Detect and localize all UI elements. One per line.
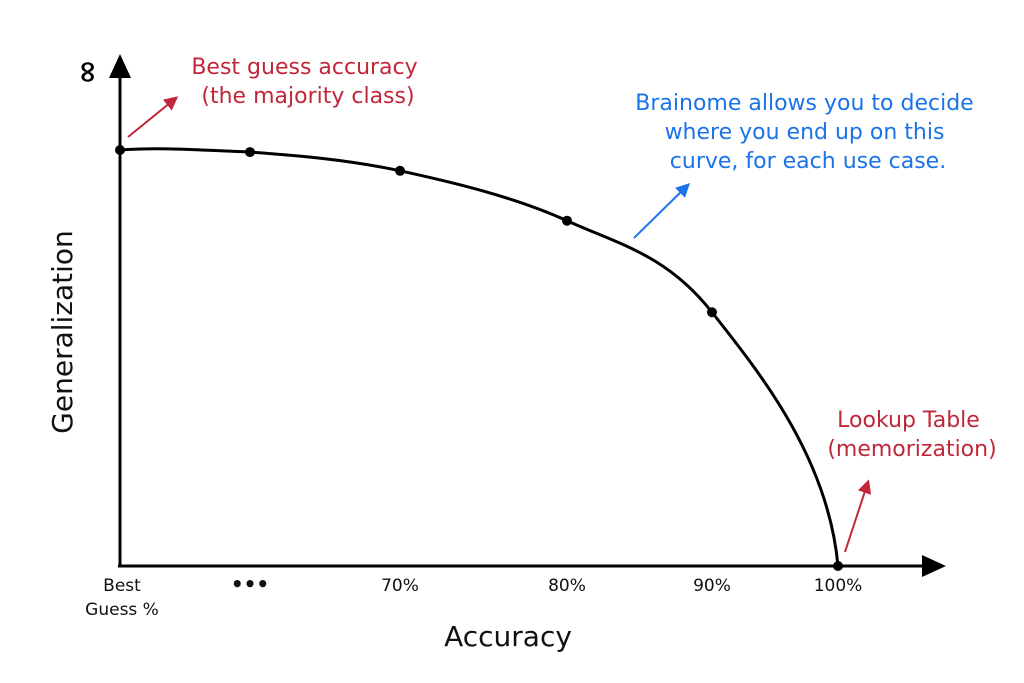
x-tick-label-line: Best — [103, 576, 141, 596]
best-guess-annotation: Best guess accuracy (the majority class) — [191, 55, 424, 109]
x-tick-label-line: 100% — [814, 576, 863, 596]
brainome-annotation-line: where you end up on this — [665, 120, 945, 145]
brainome-arrow — [633, 183, 690, 239]
x-tick-label: 90% — [693, 576, 731, 596]
best-guess-annotation-line: Best guess accuracy — [191, 55, 417, 80]
x-axis-arrowhead — [922, 555, 946, 577]
x-tick-label-line: ••• — [231, 572, 269, 596]
data-point — [395, 165, 405, 176]
data-point — [245, 147, 255, 158]
data-point — [707, 307, 717, 318]
x-tick-label: Best Guess % — [85, 576, 159, 620]
data-point — [562, 215, 572, 226]
x-tick-label-line: 70% — [381, 576, 419, 596]
tradeoff-curve — [119, 147, 840, 567]
x-tick-label: ••• — [231, 572, 269, 596]
y-axis-arrowhead — [109, 54, 131, 78]
x-tick-label: 100% — [814, 576, 863, 596]
x-tick-label-line: 80% — [548, 576, 586, 596]
x-tick-label: 80% — [548, 576, 586, 596]
x-tick-label: 70% — [381, 576, 419, 596]
data-point — [833, 561, 843, 571]
brainome-annotation-line: curve, for each use case. — [670, 149, 946, 174]
y-axis-title: Generalization — [46, 230, 79, 434]
lookup-table-arrow — [844, 479, 872, 553]
best-guess-annotation-line: (the majority class) — [201, 84, 414, 109]
x-tick-label-line: 90% — [693, 576, 731, 596]
x-axis-title: Accuracy — [444, 620, 572, 653]
x-tick-label-line: Guess % — [85, 600, 159, 620]
lookup-table-annotation-line: Lookup Table — [837, 408, 980, 433]
data-points — [115, 145, 843, 571]
x-tick-labels: Best Guess % ••• 70% 80% 90% 100% — [85, 572, 862, 620]
best-guess-arrow — [127, 96, 179, 138]
data-point — [115, 145, 125, 155]
brainome-annotation-line: Brainome allows you to decide — [635, 91, 973, 116]
y-axis-infinity-label: ∞ — [70, 60, 105, 85]
lookup-table-annotation: Lookup Table (memorization) — [827, 408, 996, 462]
brainome-annotation: Brainome allows you to decide where you … — [635, 91, 980, 174]
lookup-table-annotation-line: (memorization) — [827, 437, 996, 462]
